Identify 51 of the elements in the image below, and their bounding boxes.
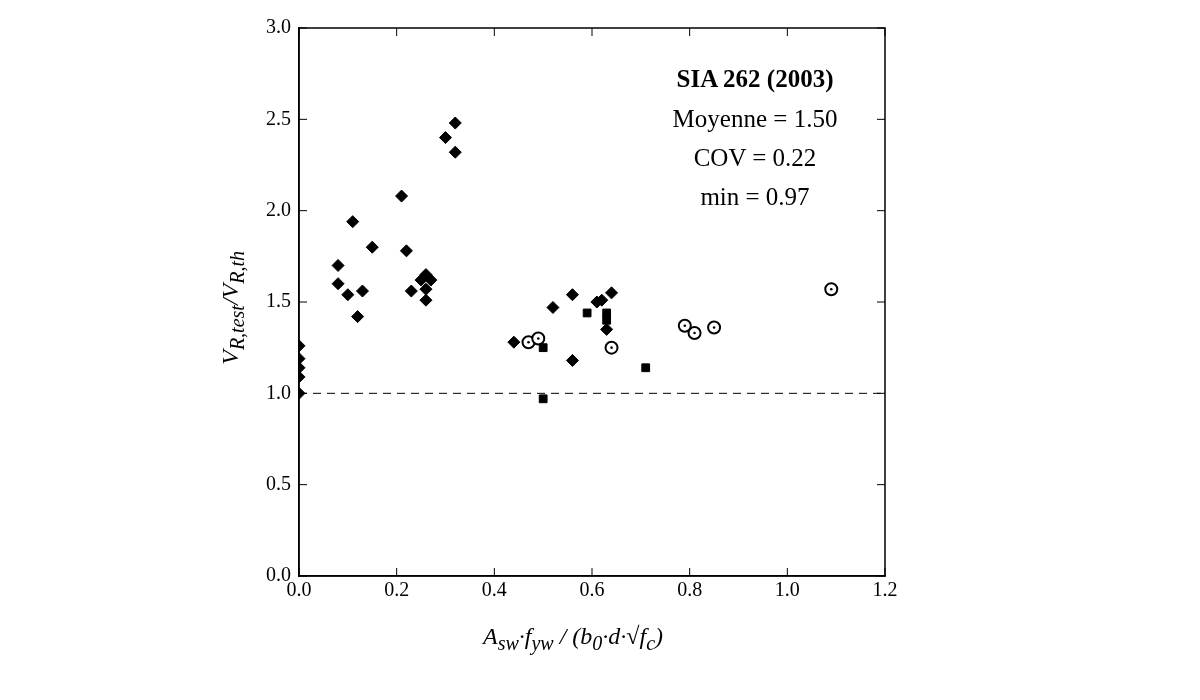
point	[399, 244, 413, 258]
point	[565, 353, 579, 367]
point	[687, 326, 702, 341]
annotation: SIA 262 (2003)	[676, 65, 834, 94]
point	[355, 284, 369, 298]
point	[604, 340, 619, 355]
x-tick-label: 0.8	[677, 578, 703, 601]
point	[404, 284, 418, 298]
y-tick-label: 1.5	[266, 289, 291, 312]
point	[419, 282, 433, 296]
point	[331, 277, 345, 291]
point	[419, 293, 433, 307]
point	[824, 282, 839, 297]
y-tick-label: 3.0	[266, 15, 291, 38]
y-tick-label: 2.0	[266, 197, 291, 220]
y-tick-label: 0.5	[266, 471, 291, 494]
annotation: COV = 0.22	[693, 143, 817, 171]
y-tick-label: 2.5	[266, 106, 291, 129]
point	[395, 189, 409, 203]
text: A$_{sw}$·f$_{yw}$ / (b$_{0}$·d·√f$_{c}$)	[482, 623, 664, 654]
point	[424, 273, 438, 287]
x-tick-label: 0.6	[579, 578, 605, 601]
point	[448, 145, 462, 159]
point	[538, 343, 548, 353]
point	[565, 288, 579, 302]
point	[641, 363, 651, 373]
point	[351, 310, 365, 324]
x-tick-label: 1.0	[774, 578, 800, 601]
y-tick-label: 1.0	[266, 380, 291, 403]
point	[538, 394, 548, 404]
point	[602, 308, 612, 318]
point	[448, 116, 462, 130]
point	[707, 320, 722, 335]
point	[602, 315, 612, 325]
x-tick-label: 0.4	[481, 578, 507, 601]
point	[546, 300, 560, 314]
x-tick-label: 1.2	[872, 578, 898, 601]
point	[341, 288, 355, 302]
point	[439, 131, 452, 145]
annotation: Moyenne = 1.50	[672, 104, 838, 132]
annotation: min = 0.97	[700, 182, 810, 210]
point	[331, 258, 345, 272]
point	[600, 322, 614, 336]
point	[605, 286, 619, 300]
point	[677, 318, 692, 333]
x-tick-label: 0.2	[384, 578, 410, 601]
point	[531, 331, 546, 346]
point	[507, 335, 521, 349]
point	[346, 215, 360, 229]
point	[365, 240, 379, 254]
point	[582, 308, 592, 318]
